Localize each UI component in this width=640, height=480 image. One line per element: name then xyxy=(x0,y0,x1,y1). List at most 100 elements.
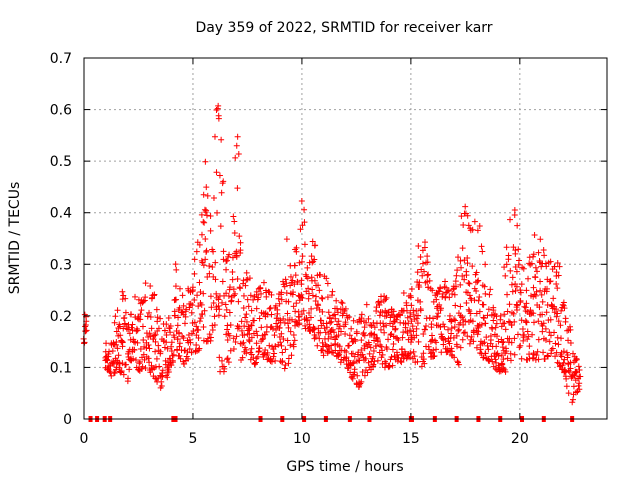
data-point xyxy=(185,331,192,338)
data-point xyxy=(203,247,210,254)
data-point xyxy=(137,311,144,318)
data-point xyxy=(268,311,275,318)
data-point xyxy=(199,259,206,266)
data-point xyxy=(328,342,335,349)
data-point xyxy=(386,363,393,370)
data-point xyxy=(536,304,543,311)
axis-ticks xyxy=(83,57,607,420)
data-point xyxy=(460,329,467,336)
data-point xyxy=(564,351,571,358)
data-point xyxy=(420,356,427,363)
data-point xyxy=(310,326,317,333)
data-point xyxy=(180,302,187,309)
data-point xyxy=(159,367,166,374)
data-point xyxy=(539,311,546,318)
data-point xyxy=(360,329,367,336)
data-point xyxy=(239,354,246,361)
data-point xyxy=(157,348,164,355)
data-point xyxy=(453,332,460,339)
data-point xyxy=(379,360,386,367)
data-point xyxy=(268,291,275,298)
data-point xyxy=(211,133,218,140)
data-point xyxy=(287,273,294,280)
data-point xyxy=(364,369,371,376)
data-point xyxy=(147,314,154,321)
data-point xyxy=(493,320,500,327)
data-point xyxy=(263,328,270,335)
y-tick-label: 0 xyxy=(63,412,72,428)
data-point xyxy=(413,325,420,332)
data-point xyxy=(324,294,331,301)
data-point xyxy=(151,332,158,339)
data-point xyxy=(131,346,138,353)
data-point xyxy=(290,303,297,310)
data-point xyxy=(278,342,285,349)
data-point xyxy=(469,226,476,233)
data-point xyxy=(576,386,583,393)
data-point xyxy=(399,334,406,341)
x-axis-label: GPS time / hours xyxy=(286,459,403,475)
data-point xyxy=(157,315,164,322)
data-point xyxy=(350,359,357,366)
data-point xyxy=(139,323,146,330)
x-tick-label: 20 xyxy=(511,431,529,447)
data-point xyxy=(137,345,144,352)
data-point xyxy=(175,314,182,321)
data-point xyxy=(342,331,349,338)
data-point xyxy=(198,211,205,218)
data-point xyxy=(576,367,583,374)
data-point xyxy=(535,318,542,325)
data-point xyxy=(220,248,227,255)
data-point xyxy=(248,307,255,314)
data-point xyxy=(519,325,526,332)
data-point xyxy=(198,301,205,308)
data-point xyxy=(163,339,170,346)
data-point xyxy=(248,351,255,358)
data-point xyxy=(163,332,170,339)
data-point xyxy=(298,291,305,298)
data-point xyxy=(319,308,326,315)
data-point xyxy=(291,337,298,344)
data-point xyxy=(514,222,521,229)
data-point xyxy=(167,329,174,336)
data-point xyxy=(383,294,390,301)
data-point xyxy=(451,324,458,331)
data-point xyxy=(213,290,220,297)
data-point xyxy=(114,345,121,352)
data-point xyxy=(547,258,554,265)
data-point xyxy=(211,313,218,320)
data-point xyxy=(221,365,228,372)
data-point xyxy=(476,223,483,230)
data-point xyxy=(417,307,424,314)
data-point xyxy=(361,332,368,339)
data-point xyxy=(546,338,553,345)
data-point xyxy=(457,281,464,288)
data-point xyxy=(305,295,312,302)
data-point xyxy=(551,309,558,316)
data-point xyxy=(206,262,213,269)
data-point xyxy=(257,285,264,292)
data-point xyxy=(464,254,471,261)
data-point xyxy=(262,287,269,294)
data-point xyxy=(240,304,247,311)
data-point xyxy=(481,315,488,322)
data-point xyxy=(206,270,213,277)
data-point xyxy=(459,273,466,280)
data-point xyxy=(189,284,196,291)
data-point xyxy=(111,369,118,376)
data-point xyxy=(553,269,560,276)
data-point xyxy=(201,219,208,226)
y-tick-label: 0.5 xyxy=(50,154,72,170)
data-point xyxy=(547,278,554,285)
data-point xyxy=(469,318,476,325)
data-point xyxy=(308,253,315,260)
data-point xyxy=(511,335,518,342)
data-point xyxy=(120,315,127,322)
data-point xyxy=(195,303,202,310)
data-point xyxy=(540,349,547,356)
data-point xyxy=(524,328,531,335)
y-tick-label: 0.7 xyxy=(50,51,72,67)
data-point xyxy=(284,337,291,344)
data-point xyxy=(273,320,280,327)
